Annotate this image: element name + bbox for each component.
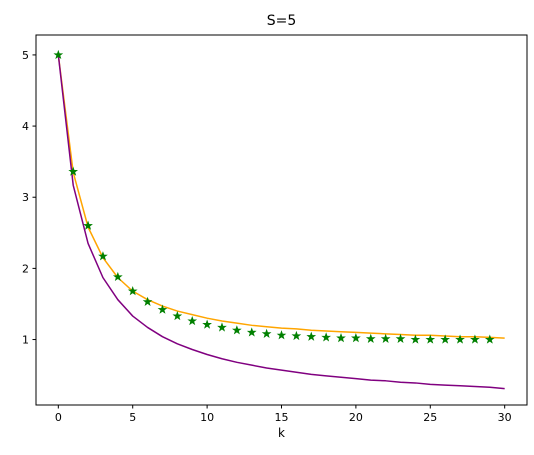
scatter-point (440, 334, 451, 344)
x-axis-label: k (278, 426, 285, 440)
y-tick-label: 5 (22, 49, 29, 62)
scatter-point (455, 334, 465, 344)
plot-area (53, 49, 505, 390)
scatter-point (232, 325, 242, 335)
scatter-point (484, 334, 495, 344)
scatter-point (217, 322, 227, 332)
scatter-point (246, 327, 257, 337)
scatter-point (157, 304, 168, 314)
scatter-point (127, 286, 138, 296)
scatter-point (425, 334, 436, 344)
x-tick-label: 30 (498, 411, 512, 424)
scatter-point (410, 334, 421, 344)
scatter-point (306, 331, 317, 341)
y-tick-label: 3 (22, 191, 29, 204)
scatter-point (351, 333, 361, 343)
x-tick-label: 15 (275, 411, 289, 424)
scatter-point (98, 251, 108, 261)
scatter-point (83, 220, 93, 230)
x-tick-label: 5 (129, 411, 136, 424)
scatter-point (112, 271, 123, 282)
x-tick-label: 25 (423, 411, 437, 424)
scatter-point (336, 333, 346, 343)
x-tick-label: 10 (200, 411, 214, 424)
series-line-1 (57, 54, 505, 390)
y-tick-label: 2 (22, 262, 29, 275)
scatter-point (68, 166, 79, 176)
chart-title: S=5 (267, 13, 297, 29)
y-tick-label: 4 (22, 120, 29, 133)
scatter-point (172, 310, 183, 321)
scatter-point (321, 332, 331, 342)
x-tick-label: 20 (349, 411, 363, 424)
scatter-point (142, 296, 153, 306)
scatter-point (187, 315, 198, 326)
scatter-point (261, 328, 272, 338)
scatter-point (276, 330, 287, 340)
scatter-point (365, 333, 376, 343)
scatter-point (291, 330, 302, 341)
scatter-point (53, 49, 64, 60)
x-tick-label: 0 (55, 411, 62, 424)
y-tick-label: 1 (22, 334, 29, 347)
scatter-point (380, 333, 391, 343)
scatter-point (470, 334, 480, 344)
scatter-point (395, 333, 406, 343)
axes: 0 5 10 15 20 25 30 1 2 3 4 5 (22, 34, 528, 424)
scatter-point (202, 319, 212, 329)
